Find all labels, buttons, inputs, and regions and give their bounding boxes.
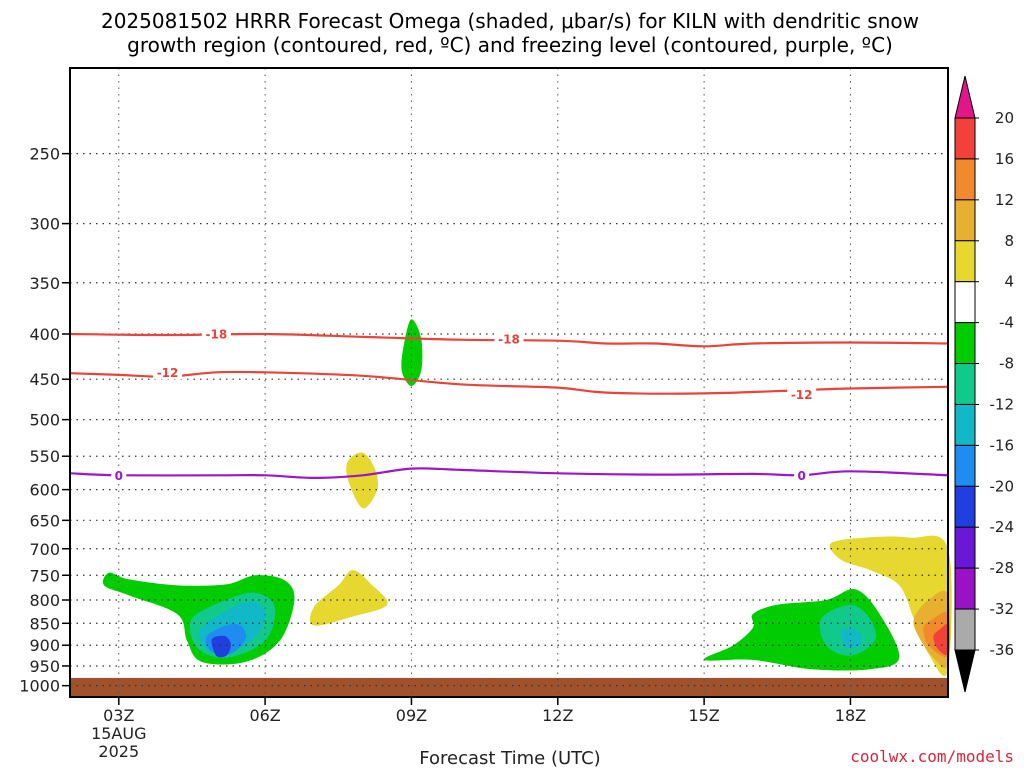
colorbar-label: -24: [990, 518, 1015, 536]
y-tick-label: 350: [29, 274, 60, 293]
colorbar-label: -4: [999, 314, 1014, 332]
ground-surface: [70, 677, 948, 697]
colorbar-swatch: [954, 608, 976, 651]
colorbar-swatch: [954, 526, 976, 569]
colorbar-label: 8: [1004, 232, 1014, 250]
contour-label-bg: [111, 468, 127, 483]
x-axis-label: Forecast Time (UTC): [419, 748, 600, 768]
contour-label: -18: [205, 328, 227, 342]
y-tick-label: 700: [29, 540, 60, 559]
y-tick-label: 450: [29, 370, 60, 389]
x-tick-label: 15Z: [688, 706, 719, 725]
colorbar-swatch: [954, 322, 976, 365]
y-tick-label: 650: [29, 511, 60, 530]
temperature-contours: -18 -18 -12 -12 0 0: [69, 327, 949, 483]
omega-region-5: [401, 319, 423, 386]
omega-region-4: [211, 635, 231, 658]
y-tick-label: 900: [29, 636, 60, 655]
colorbar-label: 16: [995, 150, 1014, 168]
colorbar-label: -8: [999, 355, 1014, 373]
y-tick-label: 400: [29, 325, 60, 344]
colorbar-label: -16: [990, 436, 1015, 454]
colorbar-label: -36: [990, 641, 1015, 659]
colorbar-swatch: [954, 567, 976, 610]
colorbar-label: 12: [995, 191, 1014, 209]
y-tick-label: 600: [29, 481, 60, 500]
colorbar-label: -12: [990, 395, 1015, 413]
colorbar-swatch: [954, 158, 976, 201]
contour-label-bg: [787, 387, 817, 402]
x-tick-label: 18Z: [835, 706, 866, 725]
contour-label-bg: [794, 468, 810, 483]
y-tick-label: 250: [29, 145, 60, 164]
y-tick-label: 1000: [19, 677, 60, 696]
colorbar: 20 16 12 8 4 -4 -8 -12 -16 -20 -24 -28 -32 -36: [954, 75, 1015, 693]
colorbar-label: -28: [990, 559, 1015, 577]
contour-label: -12: [791, 388, 813, 402]
colorbar-swatch: [954, 240, 976, 283]
colorbar-label: 20: [995, 109, 1014, 127]
y-tick-label: 800: [29, 591, 60, 610]
contour-label: -12: [157, 366, 179, 380]
contour-label-bg: [153, 365, 183, 380]
y-axis-ticks: 250 300 350 400 450 500 550 600 650 700 750 800 850 9…: [19, 145, 70, 696]
contour-line--18: [69, 332, 949, 348]
contour-label: 0: [797, 469, 805, 483]
x-tick-date: 15AUG: [91, 724, 146, 743]
contour-label: -18: [498, 332, 520, 346]
colorbar-swatch: [954, 444, 976, 487]
colorbar-swatch: [954, 117, 976, 160]
colorbar-label: -32: [990, 600, 1015, 618]
plot-frame: [69, 67, 949, 698]
colorbar-swatch: [954, 281, 976, 324]
colorbar-swatch: [954, 403, 976, 446]
omega-region-6: [346, 452, 379, 509]
credit-link[interactable]: coolwx.com/models: [850, 747, 1014, 766]
chart-title-line2: growth region (contoured, red, ºC) and f…: [127, 33, 893, 57]
omega-region-11: [829, 535, 952, 677]
omega-region-7: [309, 570, 388, 626]
colorbar-swatch: [954, 363, 976, 405]
y-tick-label: 950: [29, 657, 60, 676]
colorbar-label: 4: [1004, 273, 1014, 291]
chart-title-line1: 2025081502 HRRR Forecast Omega (shaded, …: [101, 9, 919, 33]
y-tick-label: 850: [29, 614, 60, 633]
omega-region-10: [840, 627, 862, 649]
grid-lines: [70, 68, 948, 697]
omega-region-14: [933, 623, 950, 656]
x-tick-label: 09Z: [396, 706, 427, 725]
x-tick-label: 06Z: [249, 706, 280, 725]
contour-label-bg: [494, 331, 524, 346]
contour-label: 0: [115, 469, 123, 483]
x-tick-label: 12Z: [542, 706, 573, 725]
y-tick-label: 550: [29, 447, 60, 466]
colorbar-top-arrow: [954, 75, 976, 119]
omega-shaded-regions: [102, 319, 952, 677]
y-tick-label: 750: [29, 566, 60, 585]
colorbar-label: -20: [990, 477, 1015, 495]
contour-label-bg: [201, 327, 231, 342]
x-tick-year: 2025: [98, 742, 139, 761]
contour-line-0: [69, 467, 949, 480]
y-tick-label: 300: [29, 215, 60, 234]
colorbar-swatch: [954, 485, 976, 528]
contour-line--12: [69, 370, 949, 395]
colorbar-bottom-arrow: [954, 649, 976, 693]
colorbar-swatch: [954, 199, 976, 242]
y-tick-label: 500: [29, 411, 60, 430]
x-tick-label: 03Z: [103, 706, 134, 725]
